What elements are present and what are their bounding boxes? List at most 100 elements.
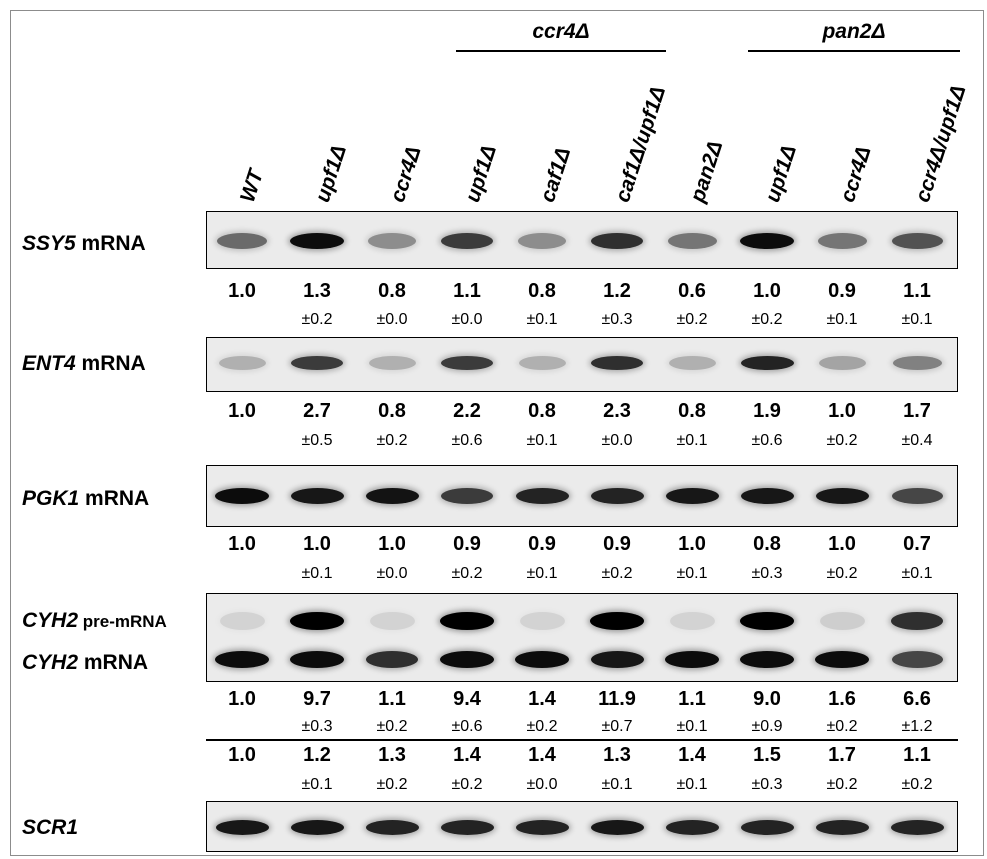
quant-error: ±0.6 bbox=[751, 432, 783, 449]
band bbox=[891, 651, 943, 668]
band bbox=[515, 651, 569, 668]
quant-error: ±0.1 bbox=[676, 432, 708, 449]
quant-error: ±0.1 bbox=[301, 565, 333, 582]
band bbox=[665, 651, 719, 668]
quant-error: ±0.9 bbox=[751, 718, 783, 735]
band bbox=[290, 820, 344, 835]
figure-frame bbox=[10, 10, 984, 856]
quant-value: 1.7 bbox=[828, 744, 856, 766]
quant-error: ±1.2 bbox=[901, 718, 933, 735]
quant-error: ±0.2 bbox=[676, 311, 708, 328]
quant-error: ±0.1 bbox=[901, 565, 933, 582]
quant-divider bbox=[206, 739, 958, 741]
quant-value: 1.4 bbox=[453, 744, 481, 766]
band bbox=[365, 820, 419, 835]
quant-value: 1.1 bbox=[903, 744, 931, 766]
quant-error: ±0.0 bbox=[376, 311, 408, 328]
band bbox=[892, 356, 942, 370]
quant-error: ±0.2 bbox=[826, 432, 858, 449]
quant-value: 1.4 bbox=[528, 744, 556, 766]
quant-error: ±0.1 bbox=[901, 311, 933, 328]
row-label-cyh2: CYH2 mRNA bbox=[22, 651, 149, 674]
blot-pgk1 bbox=[206, 465, 958, 527]
blot-ent4 bbox=[206, 337, 958, 392]
quant-error: ±0.6 bbox=[451, 718, 483, 735]
band bbox=[515, 488, 569, 504]
quant-error: ±0.1 bbox=[526, 432, 558, 449]
group-label-pan2: pan2Δ bbox=[822, 20, 886, 43]
quant-value: 1.0 bbox=[753, 280, 781, 302]
quant-value: 0.7 bbox=[903, 533, 931, 555]
quant-value: 1.1 bbox=[903, 280, 931, 302]
quant-error: ±0.1 bbox=[601, 776, 633, 793]
band bbox=[519, 612, 565, 630]
quant-error: ±0.2 bbox=[301, 311, 333, 328]
quant-error: ±0.2 bbox=[826, 776, 858, 793]
band bbox=[290, 651, 344, 668]
quant-value: 9.7 bbox=[303, 688, 331, 710]
quant-value: 1.0 bbox=[678, 533, 706, 555]
band bbox=[819, 612, 865, 630]
band bbox=[215, 488, 269, 504]
quant-value: 1.0 bbox=[828, 533, 856, 555]
quant-value: 1.2 bbox=[303, 744, 331, 766]
group-line-pan2 bbox=[748, 50, 960, 52]
band bbox=[665, 820, 719, 835]
quant-error: ±0.2 bbox=[376, 432, 408, 449]
quant-error: ±0.2 bbox=[451, 565, 483, 582]
quant-value: 2.3 bbox=[603, 400, 631, 422]
quant-value: 1.9 bbox=[753, 400, 781, 422]
quant-value: 0.6 bbox=[678, 280, 706, 302]
band bbox=[441, 488, 493, 504]
band bbox=[665, 488, 719, 504]
quant-value: 11.9 bbox=[598, 688, 636, 710]
quant-value: 0.9 bbox=[453, 533, 481, 555]
band bbox=[891, 488, 943, 504]
quant-error: ±0.2 bbox=[376, 718, 408, 735]
quant-value: 1.2 bbox=[603, 280, 631, 302]
quant-value: 2.2 bbox=[453, 400, 481, 422]
group-label-ccr4: ccr4Δ bbox=[532, 20, 590, 43]
band bbox=[668, 356, 716, 370]
band bbox=[815, 820, 869, 835]
band bbox=[290, 488, 344, 504]
band bbox=[815, 651, 869, 668]
blot-ssy5 bbox=[206, 211, 958, 269]
row-label-ent4: ENT4 mRNA bbox=[22, 352, 146, 375]
quant-value: 1.1 bbox=[453, 280, 481, 302]
band bbox=[217, 233, 267, 249]
band bbox=[218, 356, 266, 370]
band bbox=[368, 233, 416, 249]
quant-value: 0.8 bbox=[753, 533, 781, 555]
row-label-cyh2-pre: CYH2 pre-mRNA bbox=[22, 609, 167, 632]
band bbox=[891, 233, 943, 249]
blot-cyh2 bbox=[206, 593, 958, 682]
quant-error: ±0.3 bbox=[601, 311, 633, 328]
band bbox=[740, 233, 794, 249]
quant-value: 1.0 bbox=[228, 533, 256, 555]
band bbox=[366, 651, 418, 668]
quant-value: 1.0 bbox=[378, 533, 406, 555]
band bbox=[518, 233, 566, 249]
band bbox=[365, 488, 419, 504]
quant-value: 1.1 bbox=[678, 688, 706, 710]
quant-error: ±0.2 bbox=[451, 776, 483, 793]
band bbox=[591, 356, 643, 370]
band bbox=[590, 488, 644, 504]
quant-error: ±0.1 bbox=[526, 311, 558, 328]
quant-value: 1.0 bbox=[228, 280, 256, 302]
quant-error: ±0.2 bbox=[901, 776, 933, 793]
quant-error: ±0.1 bbox=[676, 718, 708, 735]
quant-value: 1.4 bbox=[528, 688, 556, 710]
band bbox=[369, 612, 415, 630]
quant-error: ±0.2 bbox=[526, 718, 558, 735]
band bbox=[290, 233, 344, 249]
band bbox=[440, 651, 494, 668]
band bbox=[591, 233, 643, 249]
band bbox=[815, 488, 869, 504]
quant-value: 1.0 bbox=[228, 744, 256, 766]
quant-value: 9.0 bbox=[753, 688, 781, 710]
band bbox=[740, 356, 794, 370]
quant-error: ±0.0 bbox=[526, 776, 558, 793]
quant-value: 0.9 bbox=[528, 533, 556, 555]
